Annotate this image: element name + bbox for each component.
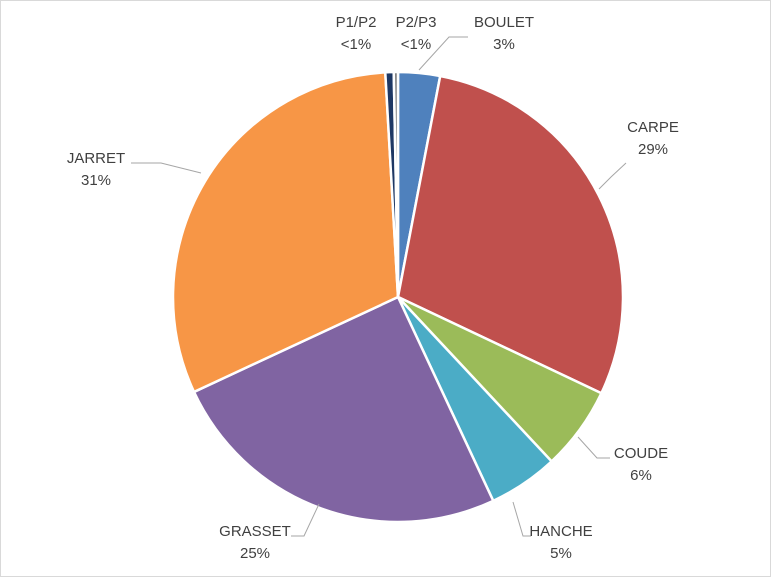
data-label-percent-carpe: 29% bbox=[638, 141, 668, 158]
data-label-percent-grasset: 25% bbox=[240, 545, 270, 562]
pie-slice-grasset bbox=[192, 295, 495, 524]
data-label-percent-p1-p2: <1% bbox=[341, 36, 371, 53]
leader-line bbox=[577, 436, 610, 459]
data-label-category-boulet: BOULET bbox=[474, 14, 534, 31]
pie-slice-p2-p3 bbox=[392, 70, 400, 298]
pie-slice-jarret bbox=[171, 71, 400, 394]
data-label-percent-coude: 6% bbox=[630, 467, 652, 484]
data-label-category-hanche: HANCHE bbox=[529, 523, 592, 540]
data-label-percent-p2-p3: <1% bbox=[401, 36, 431, 53]
data-label-category-coude: COUDE bbox=[614, 445, 668, 462]
data-label-category-grasset: GRASSET bbox=[219, 523, 291, 540]
leader-line bbox=[418, 36, 468, 71]
data-label-category-jarret: JARRET bbox=[67, 150, 125, 167]
leader-line bbox=[598, 162, 627, 190]
pie-slices bbox=[171, 70, 625, 524]
data-label-category-carpe: CARPE bbox=[627, 119, 679, 136]
leader-line bbox=[131, 162, 202, 174]
data-labels: BOULET 3% CARPE 29% COUDE 6% HANCHE 5% GRASSET 25… bbox=[67, 14, 679, 562]
data-label-category-p1-p2: P1/P2 bbox=[336, 14, 377, 31]
pie-slice-carpe bbox=[396, 74, 625, 395]
data-label-percent-boulet: 3% bbox=[493, 36, 515, 53]
data-label-percent-hanche: 5% bbox=[550, 545, 572, 562]
data-label-category-p2-p3: P2/P3 bbox=[396, 14, 437, 31]
leader-lines bbox=[131, 36, 627, 537]
data-label-percent-jarret: 31% bbox=[81, 172, 111, 189]
leader-line bbox=[291, 503, 320, 537]
leader-line bbox=[512, 501, 531, 537]
